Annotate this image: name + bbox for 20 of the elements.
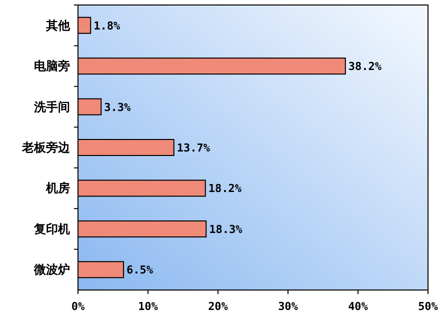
data-label: 6.5%: [126, 264, 154, 277]
x-tick-label: 0%: [71, 300, 85, 313]
y-tick-label: 微波炉: [33, 262, 70, 277]
data-label: 3.3%: [104, 100, 131, 114]
data-label: 18.2%: [208, 182, 242, 196]
data-label: 18.3%: [209, 222, 243, 236]
y-tick-label: 复印机: [33, 222, 70, 236]
y-tick-label: 老板旁边: [21, 140, 71, 154]
data-label: 38.2%: [348, 60, 382, 74]
data-label: 1.8%: [94, 19, 120, 32]
x-tick-label: 30%: [278, 300, 298, 313]
x-tick-label: 10%: [138, 300, 158, 313]
y-tick-label: 洗手间: [33, 100, 70, 114]
x-tick-label: 40%: [348, 300, 368, 313]
y-tick-label: 机房: [45, 181, 70, 196]
x-tick-label: 50%: [418, 300, 438, 313]
y-tick-label: 电脑旁: [34, 59, 70, 74]
data-label: 13.7%: [176, 142, 210, 154]
x-tick-label: 20%: [208, 300, 228, 313]
y-tick-label: 其他: [45, 18, 71, 32]
